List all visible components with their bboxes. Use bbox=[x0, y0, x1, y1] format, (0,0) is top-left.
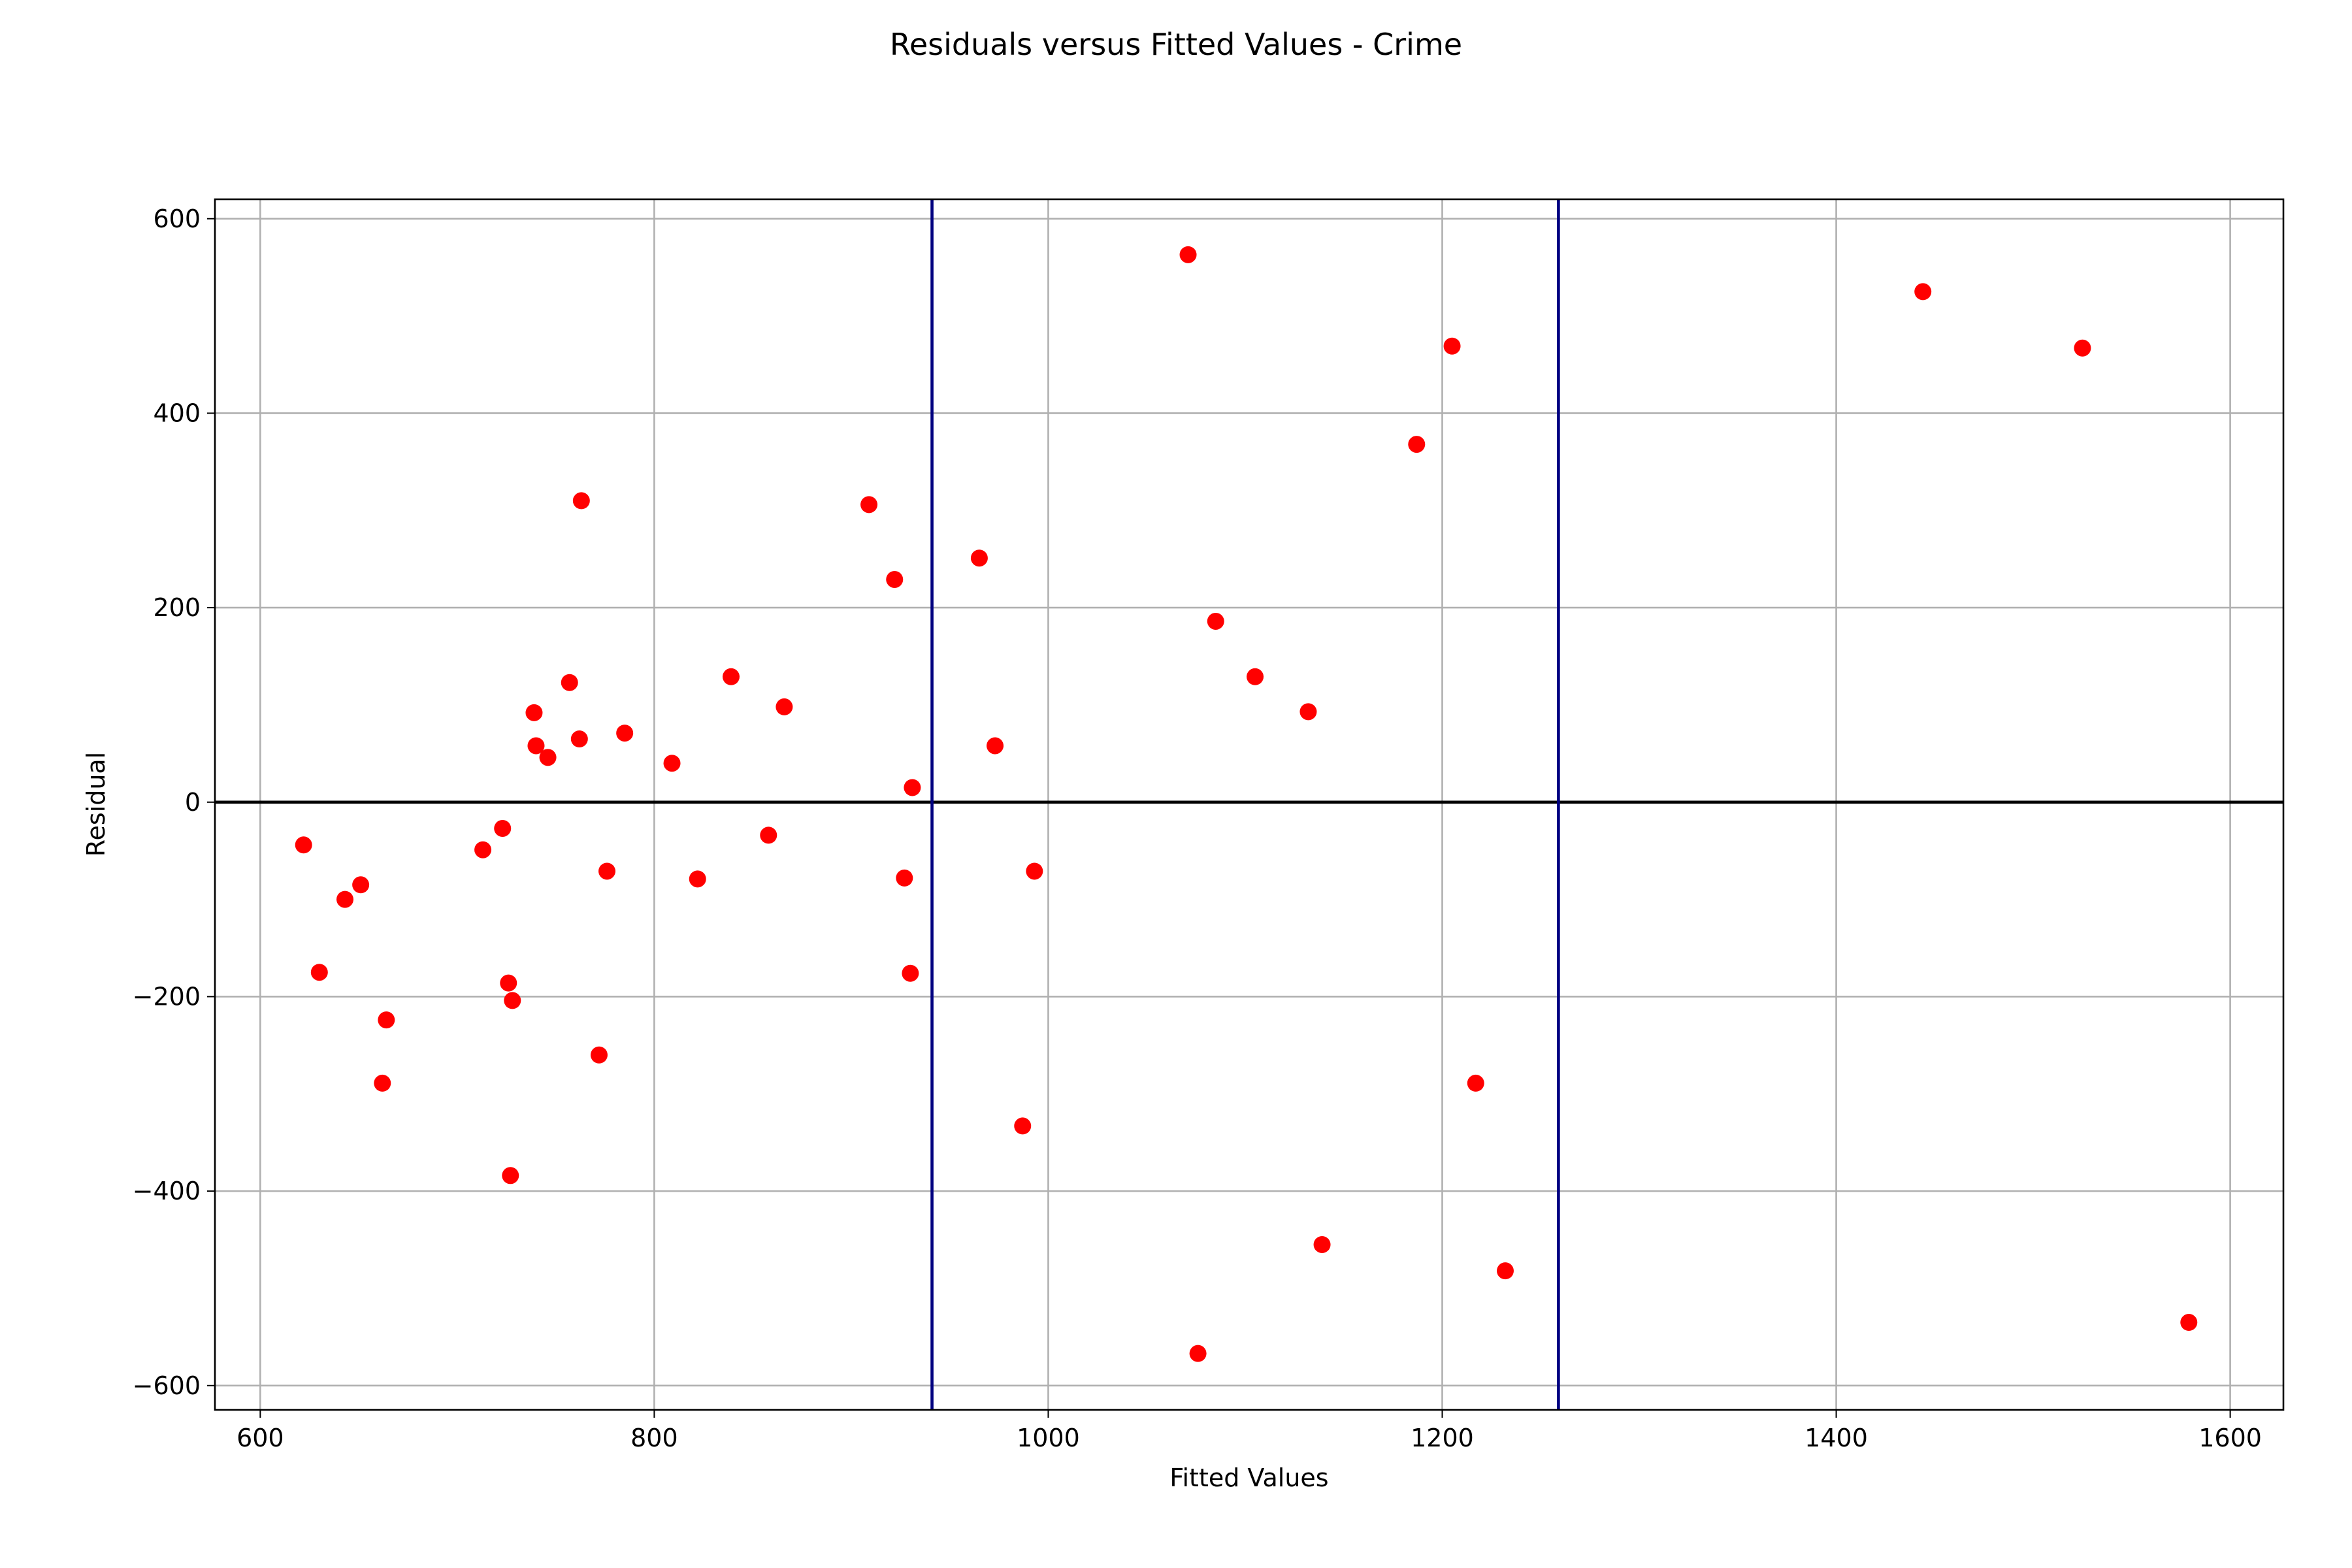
data-point bbox=[1207, 612, 1224, 630]
data-point bbox=[896, 869, 913, 887]
y-tick-label: 0 bbox=[185, 788, 201, 817]
data-point bbox=[902, 964, 919, 982]
x-tick-label: 1000 bbox=[1017, 1424, 1080, 1452]
data-points bbox=[295, 246, 2198, 1362]
data-point bbox=[598, 862, 616, 880]
x-tick-label: 800 bbox=[630, 1424, 678, 1452]
data-point bbox=[1496, 1262, 1514, 1280]
data-point bbox=[689, 870, 706, 888]
chart-title: Residuals versus Fitted Values - Crime bbox=[890, 27, 1462, 62]
data-point bbox=[2074, 339, 2091, 357]
data-point bbox=[378, 1011, 395, 1029]
data-point bbox=[1467, 1074, 1484, 1092]
plot-frame bbox=[214, 198, 2285, 1411]
data-point bbox=[502, 1167, 519, 1184]
data-point bbox=[1408, 436, 1426, 453]
data-point bbox=[525, 704, 543, 721]
data-point bbox=[722, 668, 740, 685]
data-point bbox=[1914, 283, 1932, 301]
data-point bbox=[352, 876, 370, 894]
y-tick-label: −200 bbox=[133, 982, 201, 1011]
axis-ticks: 600 800 1000 1200 1400 1600 −600 −400 −200 0 200 40… bbox=[133, 204, 2262, 1452]
data-point bbox=[500, 974, 517, 992]
data-point bbox=[561, 674, 578, 691]
data-point bbox=[310, 964, 328, 981]
x-axis-label: Fitted Values bbox=[1169, 1463, 1328, 1492]
data-point bbox=[1026, 862, 1043, 880]
data-point bbox=[1313, 1235, 1331, 1253]
data-point bbox=[539, 749, 557, 766]
data-point bbox=[1014, 1117, 1032, 1135]
y-tick-label: −400 bbox=[133, 1177, 201, 1205]
data-point bbox=[2180, 1314, 2198, 1331]
x-tick-label: 1600 bbox=[2198, 1424, 2262, 1452]
data-point bbox=[760, 826, 777, 844]
data-point bbox=[590, 1046, 608, 1064]
data-point bbox=[860, 496, 878, 514]
data-point bbox=[504, 992, 521, 1009]
y-tick-label: 200 bbox=[153, 593, 201, 622]
data-point bbox=[527, 737, 545, 755]
data-point bbox=[1247, 668, 1264, 685]
data-point bbox=[970, 549, 988, 567]
x-tick-label: 600 bbox=[237, 1424, 284, 1452]
data-point bbox=[663, 755, 681, 772]
data-point bbox=[336, 890, 354, 908]
y-axis-label: Residual bbox=[82, 752, 110, 857]
data-point bbox=[570, 730, 588, 748]
y-tick-label: −600 bbox=[133, 1371, 201, 1400]
data-point bbox=[1299, 703, 1317, 721]
data-point bbox=[295, 836, 312, 854]
data-point bbox=[776, 698, 793, 715]
data-point bbox=[1189, 1345, 1207, 1362]
data-point bbox=[1443, 337, 1461, 355]
data-point bbox=[886, 570, 904, 588]
data-point bbox=[374, 1074, 391, 1092]
y-tick-label: 600 bbox=[153, 204, 201, 233]
y-tick-label: 400 bbox=[153, 399, 201, 427]
data-point bbox=[474, 841, 492, 858]
data-point bbox=[616, 725, 634, 742]
data-point bbox=[494, 819, 512, 837]
x-tick-label: 1200 bbox=[1411, 1424, 1474, 1452]
reference-lines bbox=[215, 199, 2283, 1410]
data-point bbox=[1179, 246, 1197, 263]
data-point bbox=[904, 779, 921, 796]
x-tick-label: 1400 bbox=[1805, 1424, 1868, 1452]
data-point bbox=[572, 492, 590, 510]
data-point bbox=[987, 737, 1004, 755]
